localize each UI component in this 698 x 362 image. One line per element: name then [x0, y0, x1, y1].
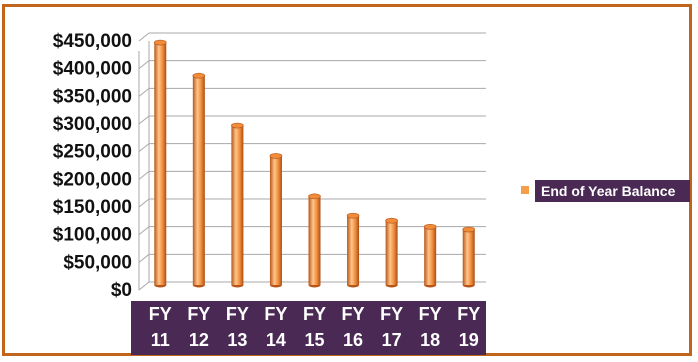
y-tick-label: $200,000 [53, 169, 132, 190]
bar [385, 217, 398, 288]
x-tick-label: FY [187, 304, 210, 324]
y-tick-label: $0 [111, 280, 132, 301]
x-tick-label: 16 [343, 330, 363, 350]
x-tick-label: 18 [420, 330, 440, 350]
bar [308, 193, 321, 288]
gridline-depth [138, 143, 150, 153]
gridline-depth [138, 226, 150, 236]
y-tick-label: $400,000 [53, 59, 132, 80]
x-tick-label: 17 [382, 330, 402, 350]
x-tick-label: 11 [151, 330, 170, 350]
chart-frame: $0 $50,000 $100,000 $150,000 $200,000 $250,00… [2, 4, 692, 356]
gridline-depth [138, 115, 150, 125]
x-tick-label: 13 [227, 330, 247, 350]
bar [269, 153, 283, 288]
legend: End of Year Balance [521, 180, 690, 202]
legend-label: End of Year Balance [541, 183, 676, 199]
legend-label-bg [535, 180, 690, 202]
gridline-depth [138, 87, 150, 97]
bar [346, 212, 360, 288]
x-tick-label: FY [380, 304, 403, 324]
bar [231, 122, 244, 288]
gridline-depth [138, 32, 150, 42]
x-tick-label: 14 [266, 330, 286, 350]
gridline-depth [138, 281, 150, 291]
legend-swatch [521, 186, 529, 194]
y-tick-label: $250,000 [53, 142, 132, 163]
gridline-depth [138, 198, 150, 208]
x-tick-label: FY [303, 304, 326, 324]
x-tick-label: FY [419, 304, 442, 324]
gridline-depth [138, 170, 150, 180]
x-axis-label-band [131, 301, 486, 355]
x-tick-label: 12 [189, 330, 209, 350]
x-tick-label: FY [149, 304, 172, 324]
y-tick-label: $50,000 [63, 252, 132, 273]
y-tick-label: $100,000 [53, 225, 132, 246]
y-tick-label: $300,000 [53, 114, 132, 135]
bar [153, 39, 167, 288]
bar [192, 72, 206, 288]
y-tick-label: $150,000 [53, 197, 132, 218]
x-tick-label: 15 [304, 330, 324, 350]
x-tick-label: FY [342, 304, 365, 324]
bar [423, 223, 437, 288]
y-tick-label: $450,000 [53, 31, 132, 52]
x-tick-label: 19 [459, 330, 479, 350]
x-tick-label: FY [226, 304, 249, 324]
y-tick-label: $350,000 [53, 86, 132, 107]
x-tick-label: FY [457, 304, 480, 324]
gridline-depth [138, 253, 150, 263]
bar-chart: $0 $50,000 $100,000 $150,000 $200,000 $250,00… [53, 31, 690, 355]
bar [462, 226, 476, 288]
gridline-depth [138, 60, 150, 70]
x-tick-label: FY [264, 304, 287, 324]
